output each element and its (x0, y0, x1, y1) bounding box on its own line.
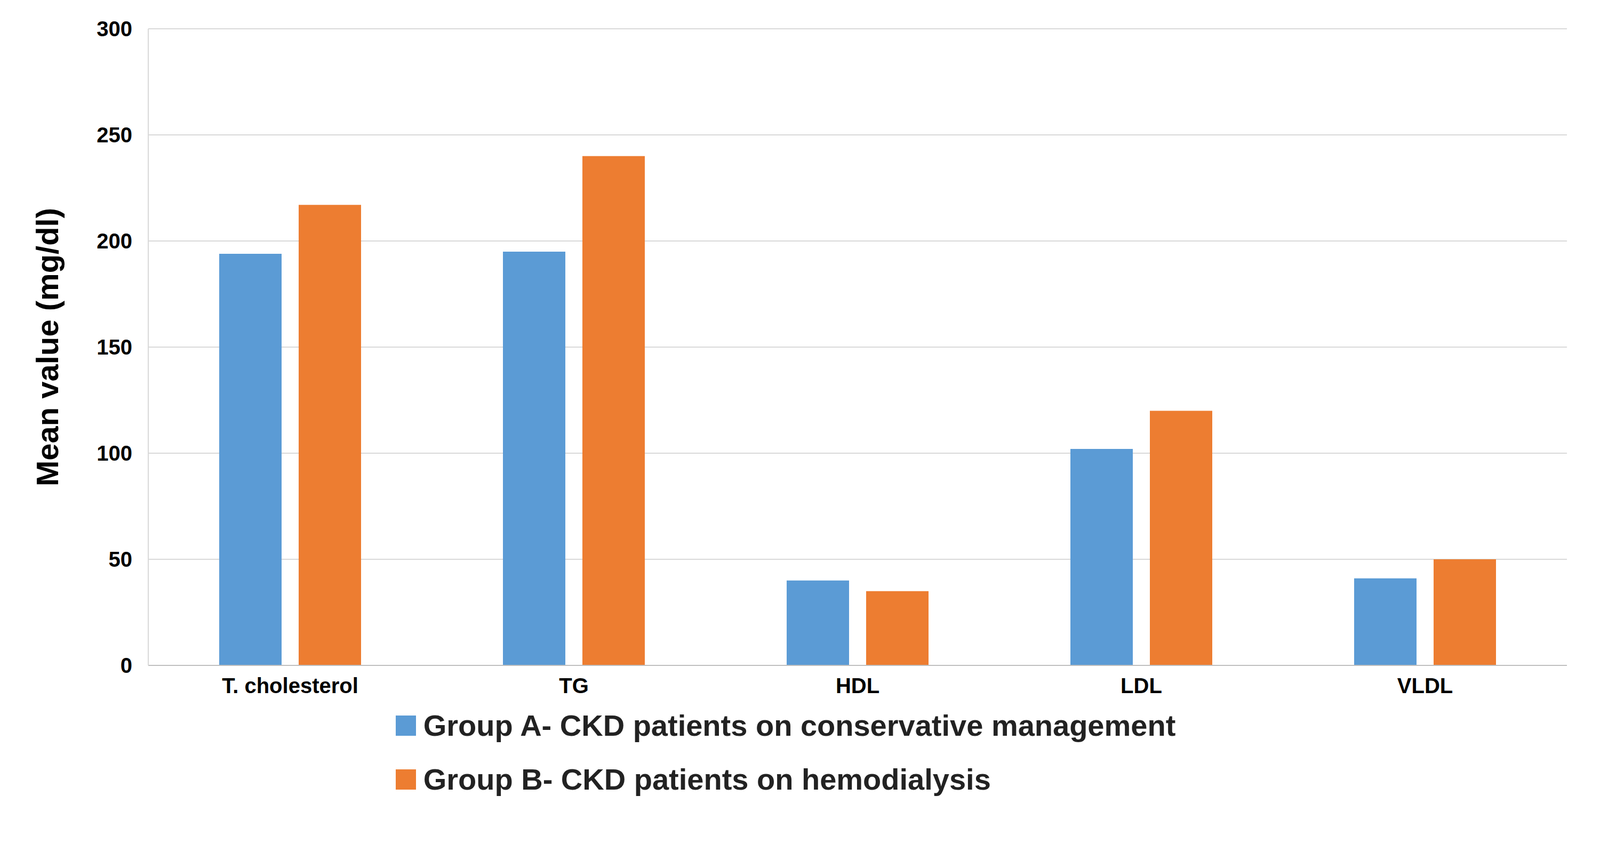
svg-text:0: 0 (120, 653, 133, 678)
svg-text:300: 300 (96, 17, 133, 41)
svg-text:250: 250 (96, 123, 133, 147)
svg-text:100: 100 (96, 441, 133, 466)
svg-text:Mean value (mg/dl): Mean value (mg/dl) (29, 208, 65, 487)
svg-text:HDL: HDL (835, 674, 880, 698)
svg-text:150: 150 (96, 335, 133, 359)
svg-text:LDL: LDL (1120, 674, 1163, 698)
html-text:Group A- CKD patients on conse: Group A- CKD patients on conservative ma… (423, 708, 1176, 743)
svg-text:50: 50 (108, 547, 133, 572)
svg-text:T. cholesterol: T. cholesterol (221, 674, 359, 698)
svg-text:VLDL: VLDL (1397, 674, 1453, 698)
svg-text:200: 200 (96, 229, 133, 253)
svg-text:TG: TG (558, 674, 589, 698)
html-text:Group B- CKD patients on hemod: Group B- CKD patients on hemodialysis (423, 762, 991, 797)
